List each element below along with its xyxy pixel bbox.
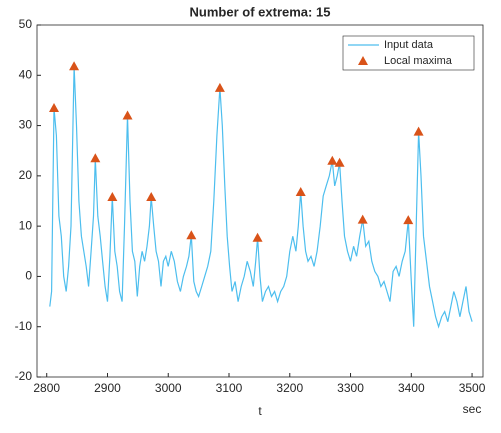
maximum-marker <box>122 110 133 120</box>
y-tick-label: 40 <box>19 67 33 81</box>
chart-title: Number of extrema: 15 <box>190 4 331 19</box>
maximum-marker <box>334 157 345 167</box>
maximum-marker <box>186 230 197 240</box>
maximum-marker <box>90 153 101 163</box>
maximum-marker <box>214 82 225 92</box>
maximum-marker <box>413 126 424 136</box>
y-tick-label: -20 <box>15 369 33 383</box>
x-tick-label: 3400 <box>398 381 425 395</box>
maximum-marker <box>107 191 118 201</box>
maximum-marker <box>69 61 80 71</box>
maximum-marker <box>357 214 368 224</box>
data-line <box>49 66 473 329</box>
x-tick-label: 3500 <box>459 381 486 395</box>
maximum-marker <box>49 102 60 112</box>
x-axis-unit: sec <box>463 402 482 416</box>
maximum-marker <box>403 215 414 225</box>
x-tick-label: 3200 <box>276 381 303 395</box>
x-axis-label: t <box>258 404 262 418</box>
maximum-marker <box>146 191 157 201</box>
legend-marker <box>358 56 368 65</box>
legend-label: Input data <box>384 39 434 51</box>
maximum-marker <box>295 186 306 196</box>
plot-area <box>36 24 484 378</box>
y-tick-label: -10 <box>15 319 33 333</box>
maximum-marker <box>327 155 338 165</box>
y-tick-label: 0 <box>25 269 32 283</box>
y-tick-label: 50 <box>19 17 33 31</box>
x-tick-label: 2900 <box>94 381 121 395</box>
y-tick-label: 10 <box>19 218 33 232</box>
x-tick-label: 3000 <box>155 381 182 395</box>
x-tick-label: 3300 <box>337 381 364 395</box>
y-tick-label: 20 <box>19 168 33 182</box>
y-tick-label: 30 <box>19 118 33 132</box>
x-tick-label: 3100 <box>216 381 243 395</box>
legend-label: Local maxima <box>384 55 453 67</box>
maximum-marker <box>252 232 263 242</box>
x-tick-label: 2800 <box>33 381 60 395</box>
